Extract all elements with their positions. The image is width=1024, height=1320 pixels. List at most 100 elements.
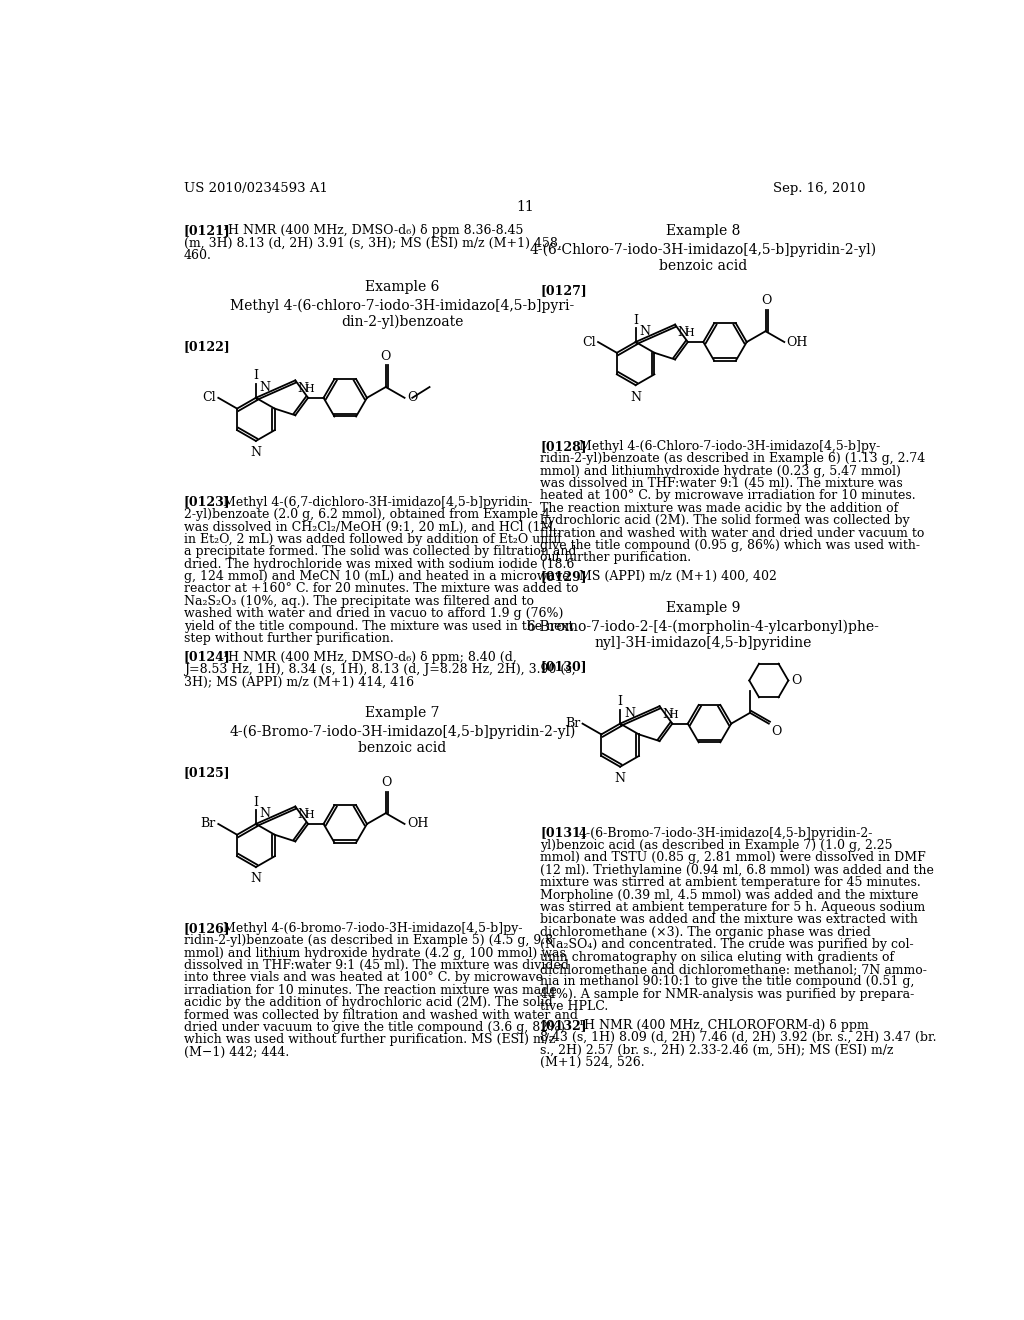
Text: bicarbonate was added and the mixture was extracted with: bicarbonate was added and the mixture wa… <box>541 913 919 927</box>
Text: N: N <box>260 807 270 820</box>
Text: I: I <box>253 796 258 809</box>
Text: was dissolved in CH₂Cl₂/MeOH (9:1, 20 mL), and HCl (1M: was dissolved in CH₂Cl₂/MeOH (9:1, 20 mL… <box>183 520 553 533</box>
Text: (Na₂SO₄) and concentrated. The crude was purified by col-: (Na₂SO₄) and concentrated. The crude was… <box>541 939 914 952</box>
Text: Methyl 4-(6-bromo-7-iodo-3H-imidazo[4,5-b]py-: Methyl 4-(6-bromo-7-iodo-3H-imidazo[4,5-… <box>222 921 522 935</box>
Text: acidic by the addition of hydrochloric acid (2M). The solid: acidic by the addition of hydrochloric a… <box>183 997 553 1008</box>
Text: [0123]: [0123] <box>183 495 230 508</box>
Text: 3H); MS (APPI) m/z (M+1) 414, 416: 3H); MS (APPI) m/z (M+1) 414, 416 <box>183 676 414 689</box>
Text: Methyl 4-(6-Chloro-7-iodo-3H-imidazo[4,5-b]py-: Methyl 4-(6-Chloro-7-iodo-3H-imidazo[4,5… <box>579 440 881 453</box>
Text: heated at 100° C. by microwave irradiation for 10 minutes.: heated at 100° C. by microwave irradiati… <box>541 490 915 503</box>
Text: H: H <box>304 384 314 395</box>
Text: OH: OH <box>407 817 428 830</box>
Text: dried under vacuum to give the title compound (3.6 g, 82%): dried under vacuum to give the title com… <box>183 1020 565 1034</box>
Text: N: N <box>614 772 626 785</box>
Text: tive HPLC.: tive HPLC. <box>541 1001 608 1014</box>
Text: O: O <box>381 350 391 363</box>
Text: N: N <box>678 326 688 339</box>
Text: Example 9: Example 9 <box>666 601 740 615</box>
Text: N: N <box>624 706 635 719</box>
Text: which was used without further purification. MS (ESI) m/z: which was used without further purificat… <box>183 1034 555 1047</box>
Text: J=8.53 Hz, 1H), 8.34 (s, 1H), 8.13 (d, J=8.28 Hz, 2H), 3.90 (s,: J=8.53 Hz, 1H), 8.34 (s, 1H), 8.13 (d, J… <box>183 663 575 676</box>
Text: H: H <box>669 710 679 719</box>
Text: [0132]: [0132] <box>541 1019 587 1032</box>
Text: step without further purification.: step without further purification. <box>183 632 393 645</box>
Text: hydrochloric acid (2M). The solid formed was collected by: hydrochloric acid (2M). The solid formed… <box>541 515 910 527</box>
Text: ridin-2-yl)benzoate (as described in Example 6) (1.13 g, 2.74: ridin-2-yl)benzoate (as described in Exa… <box>541 453 926 465</box>
Text: [0126]: [0126] <box>183 921 230 935</box>
Text: ridin-2-yl)benzoate (as described in Example 5) (4.5 g, 9.8: ridin-2-yl)benzoate (as described in Exa… <box>183 935 553 948</box>
Text: Morpholine (0.39 ml, 4.5 mmol) was added and the mixture: Morpholine (0.39 ml, 4.5 mmol) was added… <box>541 888 919 902</box>
Text: O: O <box>792 675 802 686</box>
Text: mmol) and lithium hydroxide hydrate (4.2 g, 100 mmol) was: mmol) and lithium hydroxide hydrate (4.2… <box>183 946 565 960</box>
Text: N: N <box>251 446 261 459</box>
Text: 4-(6-Bromo-7-iodo-3H-imidazo[4,5-b]pyridin-2-yl): 4-(6-Bromo-7-iodo-3H-imidazo[4,5-b]pyrid… <box>229 725 575 739</box>
Text: Methyl 4-(6,7-dichloro-3H-imidazo[4,5-b]pyridin-: Methyl 4-(6,7-dichloro-3H-imidazo[4,5-b]… <box>222 495 531 508</box>
Text: Br: Br <box>201 817 216 830</box>
Text: H: H <box>304 810 314 820</box>
Text: The reaction mixture was made acidic by the addition of: The reaction mixture was made acidic by … <box>541 502 898 515</box>
Text: I: I <box>633 314 638 326</box>
Text: mixture was stirred at ambient temperature for 45 minutes.: mixture was stirred at ambient temperatu… <box>541 876 921 890</box>
Text: (m, 3H) 8.13 (d, 2H) 3.91 (s, 3H); MS (ESI) m/z (M+1) 458,: (m, 3H) 8.13 (d, 2H) 3.91 (s, 3H); MS (E… <box>183 236 561 249</box>
Text: N: N <box>251 873 261 886</box>
Text: ¹H NMR (400 MHz, CHLOROFORM-d) δ ppm: ¹H NMR (400 MHz, CHLOROFORM-d) δ ppm <box>579 1019 868 1032</box>
Text: umn chromatography on silica eluting with gradients of: umn chromatography on silica eluting wit… <box>541 950 894 964</box>
Text: [0121]: [0121] <box>183 224 230 238</box>
Text: 6-Bromo-7-iodo-2-[4-(morpholin-4-ylcarbonyl)phe-: 6-Bromo-7-iodo-2-[4-(morpholin-4-ylcarbo… <box>526 619 880 634</box>
Text: in Et₂O, 2 mL) was added followed by addition of Et₂O until: in Et₂O, 2 mL) was added followed by add… <box>183 533 561 545</box>
Text: 2-yl)benzoate (2.0 g, 6.2 mmol), obtained from Example 4: 2-yl)benzoate (2.0 g, 6.2 mmol), obtaine… <box>183 508 550 521</box>
Text: N: N <box>640 325 650 338</box>
Text: din-2-yl)benzoate: din-2-yl)benzoate <box>341 315 464 330</box>
Text: nia in methanol 90:10:1 to give the title compound (0.51 g,: nia in methanol 90:10:1 to give the titl… <box>541 975 914 989</box>
Text: N: N <box>298 808 308 821</box>
Text: O: O <box>771 725 781 738</box>
Text: [0122]: [0122] <box>183 339 230 352</box>
Text: 8.43 (s, 1H) 8.09 (d, 2H) 7.46 (d, 2H) 3.92 (br. s., 2H) 3.47 (br.: 8.43 (s, 1H) 8.09 (d, 2H) 7.46 (d, 2H) 3… <box>541 1031 937 1044</box>
Text: dichloromethane and dichloromethane: methanol; 7N ammo-: dichloromethane and dichloromethane: met… <box>541 962 927 975</box>
Text: N: N <box>260 381 270 393</box>
Text: was stirred at ambient temperature for 5 h. Aqueous sodium: was stirred at ambient temperature for 5… <box>541 902 926 913</box>
Text: [0125]: [0125] <box>183 766 230 779</box>
Text: [0124]: [0124] <box>183 651 230 664</box>
Text: dried. The hydrochloride was mixed with sodium iodide (18.6: dried. The hydrochloride was mixed with … <box>183 557 574 570</box>
Text: filtration and washed with water and dried under vacuum to: filtration and washed with water and dri… <box>541 527 925 540</box>
Text: N: N <box>630 391 641 404</box>
Text: formed was collected by filtration and washed with water and: formed was collected by filtration and w… <box>183 1008 578 1022</box>
Text: US 2010/0234593 A1: US 2010/0234593 A1 <box>183 182 328 195</box>
Text: reactor at +160° C. for 20 minutes. The mixture was added to: reactor at +160° C. for 20 minutes. The … <box>183 582 579 595</box>
Text: [0129]: [0129] <box>541 570 587 583</box>
Text: a precipitate formed. The solid was collected by filtration and: a precipitate formed. The solid was coll… <box>183 545 577 558</box>
Text: [0130]: [0130] <box>541 660 587 673</box>
Text: [0127]: [0127] <box>541 284 587 297</box>
Text: yl)benzoic acid (as described in Example 7) (1.0 g, 2.25: yl)benzoic acid (as described in Example… <box>541 840 893 851</box>
Text: (12 ml). Triethylamine (0.94 ml, 6.8 mmol) was added and the: (12 ml). Triethylamine (0.94 ml, 6.8 mmo… <box>541 863 934 876</box>
Text: Cl: Cl <box>203 391 216 404</box>
Text: 460.: 460. <box>183 249 212 263</box>
Text: I: I <box>617 696 623 709</box>
Text: mmol) and lithiumhydroxide hydrate (0.23 g, 5.47 mmol): mmol) and lithiumhydroxide hydrate (0.23… <box>541 465 901 478</box>
Text: (M+1) 524, 526.: (M+1) 524, 526. <box>541 1056 645 1069</box>
Text: O: O <box>407 391 417 404</box>
Text: nyl]-3H-imidazo[4,5-b]pyridine: nyl]-3H-imidazo[4,5-b]pyridine <box>594 636 812 649</box>
Text: ¹H NMR (400 MHz, DMSO-d₆) δ ppm; 8.40 (d,: ¹H NMR (400 MHz, DMSO-d₆) δ ppm; 8.40 (d… <box>222 651 516 664</box>
Text: dissolved in THF:water 9:1 (45 ml). The mixture was divided: dissolved in THF:water 9:1 (45 ml). The … <box>183 958 568 972</box>
Text: s., 2H) 2.57 (br. s., 2H) 2.33-2.46 (m, 5H); MS (ESI) m/z: s., 2H) 2.57 (br. s., 2H) 2.33-2.46 (m, … <box>541 1044 894 1056</box>
Text: ¹H NMR (400 MHz, DMSO-d₆) δ ppm 8.36-8.45: ¹H NMR (400 MHz, DMSO-d₆) δ ppm 8.36-8.4… <box>222 224 523 238</box>
Text: OH: OH <box>786 335 808 348</box>
Text: [0131]: [0131] <box>541 826 587 840</box>
Text: 4-(6-Chloro-7-iodo-3H-imidazo[4,5-b]pyridin-2-yl): 4-(6-Chloro-7-iodo-3H-imidazo[4,5-b]pyri… <box>529 243 877 257</box>
Text: Br: Br <box>565 717 581 730</box>
Text: yield of the title compound. The mixture was used in the next: yield of the title compound. The mixture… <box>183 619 573 632</box>
Text: out further purification.: out further purification. <box>541 552 691 565</box>
Text: N: N <box>298 381 308 395</box>
Text: (M−1) 442; 444.: (M−1) 442; 444. <box>183 1045 289 1059</box>
Text: washed with water and dried in vacuo to afford 1.9 g (76%): washed with water and dried in vacuo to … <box>183 607 563 620</box>
Text: Sep. 16, 2010: Sep. 16, 2010 <box>773 182 866 195</box>
Text: Example 8: Example 8 <box>666 224 740 239</box>
Text: Example 6: Example 6 <box>366 280 439 294</box>
Text: benzoic acid: benzoic acid <box>358 741 446 755</box>
Text: mmol) and TSTU (0.85 g, 2.81 mmol) were dissolved in DMF: mmol) and TSTU (0.85 g, 2.81 mmol) were … <box>541 851 926 865</box>
Text: [0128]: [0128] <box>541 440 587 453</box>
Text: N: N <box>662 708 673 721</box>
Text: was dissolved in THF:water 9:1 (45 ml). The mixture was: was dissolved in THF:water 9:1 (45 ml). … <box>541 477 903 490</box>
